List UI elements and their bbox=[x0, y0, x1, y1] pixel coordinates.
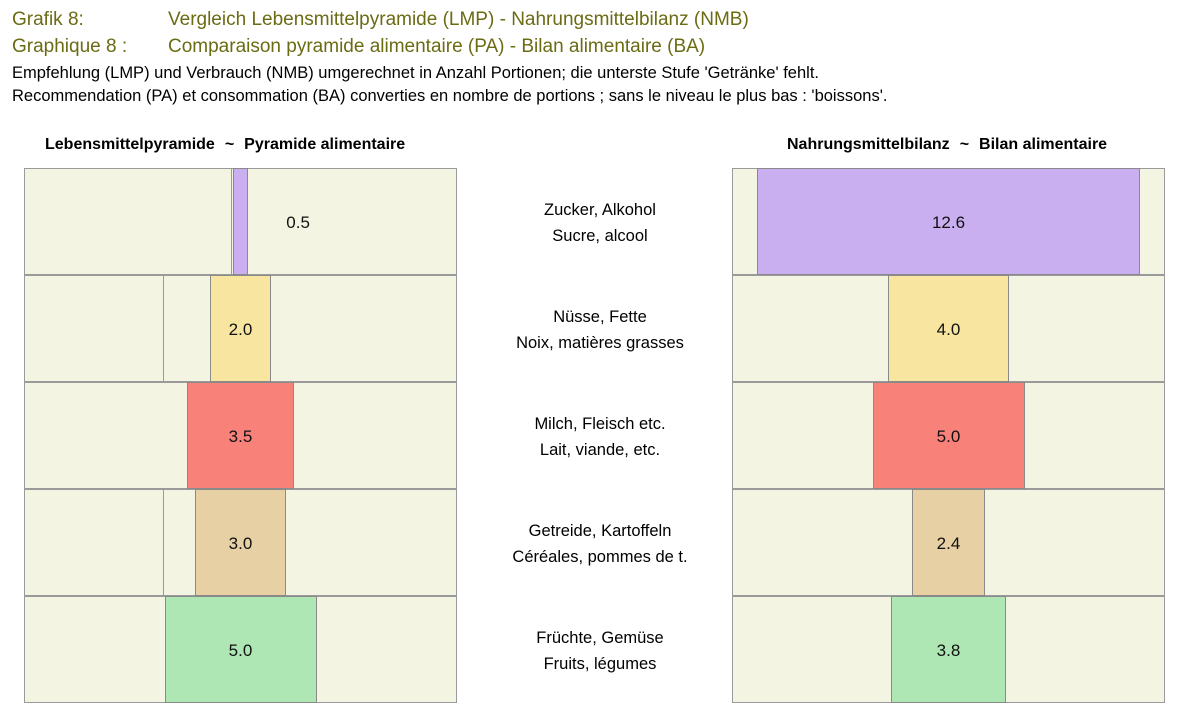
category-label-de: Früchte, Gemüse bbox=[536, 629, 664, 647]
left-value-label: 2.0 bbox=[228, 320, 253, 339]
left-value-label: 0.5 bbox=[286, 213, 310, 232]
category-label: Milch, Fleisch etc. Lait, viande, etc. bbox=[480, 411, 720, 463]
category-label-fr: Sucre, alcool bbox=[552, 227, 648, 245]
left-bar bbox=[194, 489, 287, 596]
left-panel-separator: ~ bbox=[224, 136, 235, 153]
right-panel-title-de: Nahrungsmittelbilanz bbox=[787, 136, 950, 153]
category-label-fr: Céréales, pommes de t. bbox=[512, 548, 688, 566]
subtitle-de: Empfehlung (LMP) und Verbrauch (NMB) umg… bbox=[12, 64, 819, 82]
left-background-cell bbox=[24, 275, 164, 382]
right-value-label: 4.0 bbox=[936, 320, 961, 339]
left-value-label: 3.0 bbox=[228, 534, 253, 553]
left-background-cell bbox=[24, 168, 232, 275]
left-panel-title: Lebensmittelpyramide ~ Pyramide alimentair… bbox=[45, 136, 405, 154]
header-line-1: Grafik 8: Vergleich Lebensmittelpyramide … bbox=[12, 9, 749, 31]
left-bar bbox=[210, 275, 271, 382]
right-bar bbox=[912, 489, 985, 596]
category-label-fr: Fruits, légumes bbox=[543, 655, 657, 673]
right-value-label: 3.8 bbox=[936, 641, 961, 660]
category-label-de: Milch, Fleisch etc. bbox=[534, 415, 666, 433]
category-label: Nüsse, Fette Noix, matières grasses bbox=[480, 304, 720, 356]
right-panel-title-fr: Bilan alimentaire bbox=[979, 136, 1108, 153]
category-label-de: Nüsse, Fette bbox=[553, 308, 647, 326]
category-label: Zucker, Alkohol Sucre, alcool bbox=[480, 197, 720, 249]
right-bar bbox=[756, 168, 1140, 275]
left-background-cell bbox=[24, 489, 164, 596]
header-label-fr: Graphique 8 : bbox=[12, 36, 128, 57]
left-panel-title-fr: Pyramide alimentaire bbox=[244, 136, 406, 153]
right-panel-separator: ~ bbox=[959, 136, 970, 153]
header-label-de: Grafik 8: bbox=[12, 9, 84, 30]
category-label-fr: Noix, matières grasses bbox=[516, 334, 684, 352]
right-value-label: 5.0 bbox=[936, 427, 961, 446]
category-label-fr: Lait, viande, etc. bbox=[539, 441, 661, 459]
left-bar bbox=[187, 382, 294, 489]
left-bar bbox=[164, 596, 317, 703]
left-pyramid-panel: 0.5 2.0 3.5 3.0 5.0 bbox=[24, 168, 457, 703]
category-label: Früchte, Gemüse Fruits, légumes bbox=[480, 625, 720, 677]
subtitle-fr: Recommendation (PA) et consommation (BA)… bbox=[12, 87, 888, 105]
left-background-cell bbox=[231, 168, 457, 275]
category-label-de: Zucker, Alkohol bbox=[544, 201, 656, 219]
right-bar bbox=[890, 596, 1007, 703]
right-bar bbox=[872, 382, 1025, 489]
right-background-cell bbox=[732, 489, 922, 596]
left-value-label: 3.5 bbox=[228, 427, 253, 446]
chart-title-de: Vergleich Lebensmittelpyramide (LMP) - N… bbox=[168, 9, 749, 30]
left-bar bbox=[232, 168, 249, 275]
right-pyramid-panel: 12.6 4.0 5.0 2.4 3.8 bbox=[732, 168, 1165, 703]
header-line-2: Graphique 8 : Comparaison pyramide alimen… bbox=[12, 36, 705, 58]
right-bar bbox=[887, 275, 1010, 382]
left-background-cell bbox=[163, 275, 457, 382]
category-label: Getreide, Kartoffeln Céréales, pommes de … bbox=[480, 518, 720, 570]
chart-title-fr: Comparaison pyramide alimentaire (PA) - … bbox=[168, 36, 706, 57]
right-value-label: 2.4 bbox=[936, 534, 961, 553]
left-panel-title-de: Lebensmittelpyramide bbox=[45, 136, 215, 153]
right-value-label: 12.6 bbox=[931, 213, 966, 232]
right-panel-title: Nahrungsmittelbilanz ~ Bilan alimentaire bbox=[787, 136, 1107, 154]
category-label-de: Getreide, Kartoffeln bbox=[528, 522, 672, 540]
left-value-label: 5.0 bbox=[228, 641, 253, 660]
